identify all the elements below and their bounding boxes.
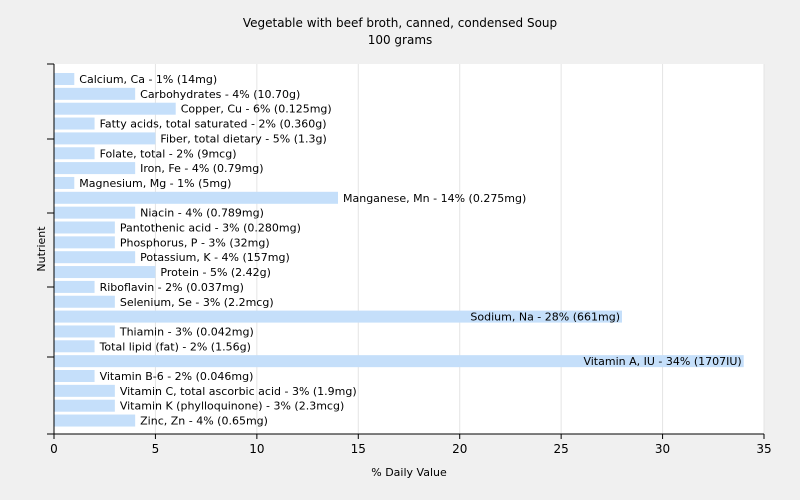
bar-label-16: Sodium, Na - 28% (661mg) (470, 311, 620, 324)
bar-18 (54, 340, 95, 353)
y-axis-title: Nutrient (35, 226, 48, 272)
bar-labels-group: Calcium, Ca - 1% (14mg) Carbohydrates - 4… (79, 73, 741, 428)
bar-label-12: Potassium, K - 4% (157mg) (140, 251, 290, 264)
bar-label-18: Total lipid (fat) - 2% (1.56g) (99, 340, 251, 353)
bar-label-20: Vitamin B-6 - 2% (0.046mg) (100, 370, 254, 383)
bar-2 (54, 102, 176, 115)
bar-20 (54, 370, 95, 382)
plot-area (54, 64, 764, 434)
bars-group (54, 73, 744, 427)
axes-group: 0 5 10 15 20 25 30 35 (47, 63, 772, 456)
bar-label-19: Vitamin A, IU - 34% (1707IU) (583, 355, 741, 368)
x-tick-label: 10 (249, 442, 264, 456)
bar-21 (54, 384, 115, 397)
bar-10 (54, 221, 115, 234)
bar-17 (54, 325, 115, 338)
bar-7 (54, 176, 75, 189)
x-tick-label: 35 (756, 442, 771, 456)
x-tick-label: 5 (152, 442, 160, 456)
bar-label-23: Zinc, Zn - 4% (0.65mg) (140, 415, 268, 428)
bar-15 (54, 295, 115, 308)
bar-label-2: Copper, Cu - 6% (0.125mg) (181, 103, 332, 116)
bar-label-21: Vitamin C, total ascorbic acid - 3% (1.9… (120, 385, 357, 398)
x-tick-label: 30 (655, 442, 670, 456)
bar-22 (54, 399, 115, 412)
chart-title: Vegetable with beef broth, canned, conde… (243, 16, 557, 30)
bar-6 (54, 162, 136, 175)
bar-label-13: Protein - 5% (2.42g) (160, 266, 271, 279)
bar-label-17: Thiamin - 3% (0.042mg) (119, 325, 254, 338)
bar-label-0: Calcium, Ca - 1% (14mg) (79, 73, 217, 86)
x-tick-label: 20 (452, 442, 467, 456)
grid-lines (154, 64, 765, 434)
bar-1 (54, 87, 136, 100)
bar-8 (54, 191, 338, 204)
x-tick-label: 25 (554, 442, 569, 456)
bar-label-15: Selenium, Se - 3% (2.2mcg) (120, 296, 274, 309)
bar-label-7: Magnesium, Mg - 1% (5mg) (79, 177, 231, 190)
bar-11 (54, 236, 115, 249)
bar-label-3: Fatty acids, total saturated - 2% (0.360… (100, 118, 327, 131)
bar-9 (54, 206, 136, 219)
bar-16 (54, 310, 622, 323)
bar-19 (54, 355, 744, 368)
bar-label-9: Niacin - 4% (0.789mg) (140, 207, 264, 220)
bar-label-14: Riboflavin - 2% (0.037mg) (100, 281, 244, 294)
bar-13 (54, 266, 156, 279)
bar-0 (54, 73, 75, 85)
bar-label-5: Folate, total - 2% (9mcg) (100, 147, 237, 160)
x-tick-label: 0 (50, 442, 58, 456)
bar-23 (54, 414, 136, 427)
bar-12 (54, 251, 136, 264)
bar-3 (54, 117, 95, 130)
bar-label-6: Iron, Fe - 4% (0.79mg) (140, 162, 263, 175)
bar-label-8: Manganese, Mn - 14% (0.275mg) (343, 192, 526, 205)
bar-label-10: Pantothenic acid - 3% (0.280mg) (120, 222, 301, 235)
bar-14 (54, 280, 95, 293)
bar-label-4: Fiber, total dietary - 5% (1.3g) (160, 132, 326, 145)
chart-subtitle: 100 grams (368, 33, 433, 47)
x-tick-label: 15 (351, 442, 366, 456)
bar-label-11: Phosphorus, P - 3% (32mg) (120, 236, 270, 249)
bar-label-22: Vitamin K (phylloquinone) - 3% (2.3mcg) (120, 400, 344, 413)
bar-5 (54, 147, 95, 160)
x-axis-title: % Daily Value (371, 466, 447, 479)
bar-4 (54, 132, 156, 145)
bar-label-1: Carbohydrates - 4% (10.70g) (140, 88, 300, 101)
